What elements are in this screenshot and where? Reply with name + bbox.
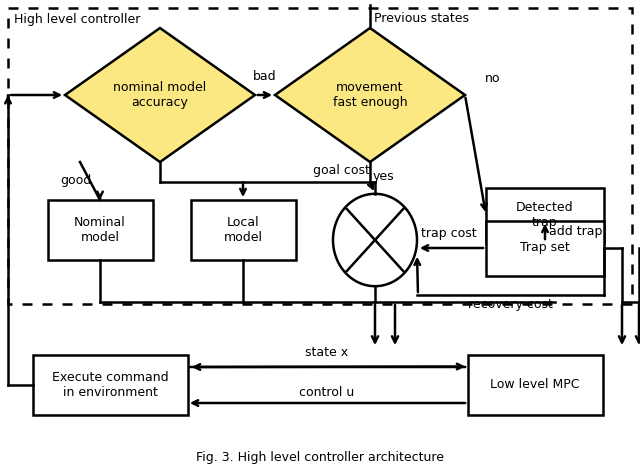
- Text: good: good: [60, 174, 92, 187]
- Text: trap cost: trap cost: [421, 227, 477, 240]
- Text: Execute command
in environment: Execute command in environment: [52, 371, 168, 399]
- Bar: [47, 200, 152, 260]
- Text: Nominal
model: Nominal model: [74, 216, 126, 244]
- Text: no: no: [485, 72, 500, 85]
- Text: Detected
trap: Detected trap: [516, 201, 574, 229]
- Bar: [486, 220, 604, 276]
- Text: Local
model: Local model: [223, 216, 262, 244]
- Text: control u: control u: [300, 386, 355, 399]
- Bar: [191, 200, 296, 260]
- Text: bad: bad: [253, 70, 277, 83]
- Text: Low level MPC: Low level MPC: [490, 378, 580, 391]
- Bar: [486, 187, 604, 242]
- Polygon shape: [275, 28, 465, 162]
- Text: movement
fast enough: movement fast enough: [333, 81, 407, 109]
- Text: nominal model
accuracy: nominal model accuracy: [113, 81, 207, 109]
- Text: yes: yes: [373, 170, 395, 183]
- Text: Trap set: Trap set: [520, 241, 570, 255]
- Bar: [33, 355, 188, 415]
- Bar: [467, 355, 602, 415]
- Text: recovery cost: recovery cost: [468, 298, 552, 311]
- Polygon shape: [65, 28, 255, 162]
- Bar: [8, 8, 632, 304]
- Text: state x: state x: [305, 346, 349, 359]
- Text: High level controller: High level controller: [14, 14, 140, 27]
- Text: add trap: add trap: [549, 225, 602, 238]
- Text: Fig. 3. High level controller architecture: Fig. 3. High level controller architectu…: [196, 452, 444, 465]
- Text: goal cost: goal cost: [313, 164, 370, 177]
- Ellipse shape: [333, 194, 417, 286]
- Text: Previous states: Previous states: [374, 12, 469, 24]
